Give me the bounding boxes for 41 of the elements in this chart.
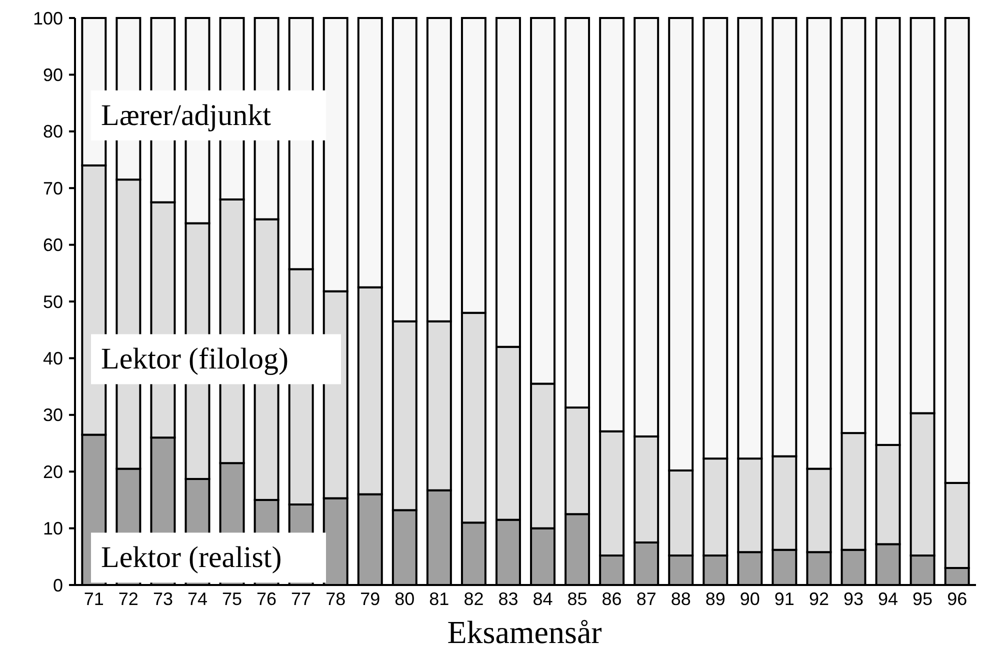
x-tick-label: 77 xyxy=(291,589,312,609)
x-tick-label: 80 xyxy=(394,589,415,609)
series-label: Lærer/adjunkt xyxy=(101,98,272,132)
y-tick-label: 80 xyxy=(42,122,63,142)
x-tick-label: 90 xyxy=(740,589,760,609)
y-tick-label: 70 xyxy=(42,178,63,198)
y-tick-label: 10 xyxy=(42,518,63,539)
x-tick-label: 88 xyxy=(670,589,691,609)
x-axis-title: Eksamensår xyxy=(447,614,602,650)
x-tick-label: 82 xyxy=(464,589,484,609)
x-tick-label: 71 xyxy=(84,589,104,609)
x-tick-label: 76 xyxy=(256,589,277,609)
x-tick-label: 94 xyxy=(878,589,898,609)
x-tick-label: 91 xyxy=(774,589,794,609)
x-tick-label: 89 xyxy=(705,589,726,609)
series-label: Lektor (realist) xyxy=(101,541,282,574)
x-tick-label: 93 xyxy=(843,589,864,609)
y-tick-label: 90 xyxy=(42,65,63,85)
x-tick-label: 81 xyxy=(429,589,450,609)
x-tick-label: 83 xyxy=(498,589,518,609)
y-tick-label: 40 xyxy=(42,348,63,368)
x-tick-label: 84 xyxy=(532,589,553,609)
x-tick-label: 92 xyxy=(808,589,829,609)
y-tick-label: 100 xyxy=(32,8,63,28)
series-label: Lektor (filolog) xyxy=(101,342,288,376)
x-tick-label: 72 xyxy=(118,589,138,609)
y-tick-label: 50 xyxy=(42,292,63,312)
x-tick-label: 87 xyxy=(636,589,656,609)
x-tick-label: 75 xyxy=(222,589,242,609)
y-tick-label: 30 xyxy=(42,405,63,426)
x-tick-label: 73 xyxy=(152,589,173,609)
y-tick-label: 60 xyxy=(42,235,63,256)
x-tick-label: 74 xyxy=(187,589,208,609)
x-tick-label: 85 xyxy=(567,589,588,609)
x-tick-label: 79 xyxy=(360,589,380,609)
x-tick-label: 78 xyxy=(326,589,346,609)
y-tick-label: 20 xyxy=(42,462,63,482)
y-tick-label: 0 xyxy=(52,575,63,596)
x-tick-label: 96 xyxy=(947,589,968,609)
x-tick-label: 86 xyxy=(602,589,622,609)
x-tick-label: 95 xyxy=(912,589,933,609)
